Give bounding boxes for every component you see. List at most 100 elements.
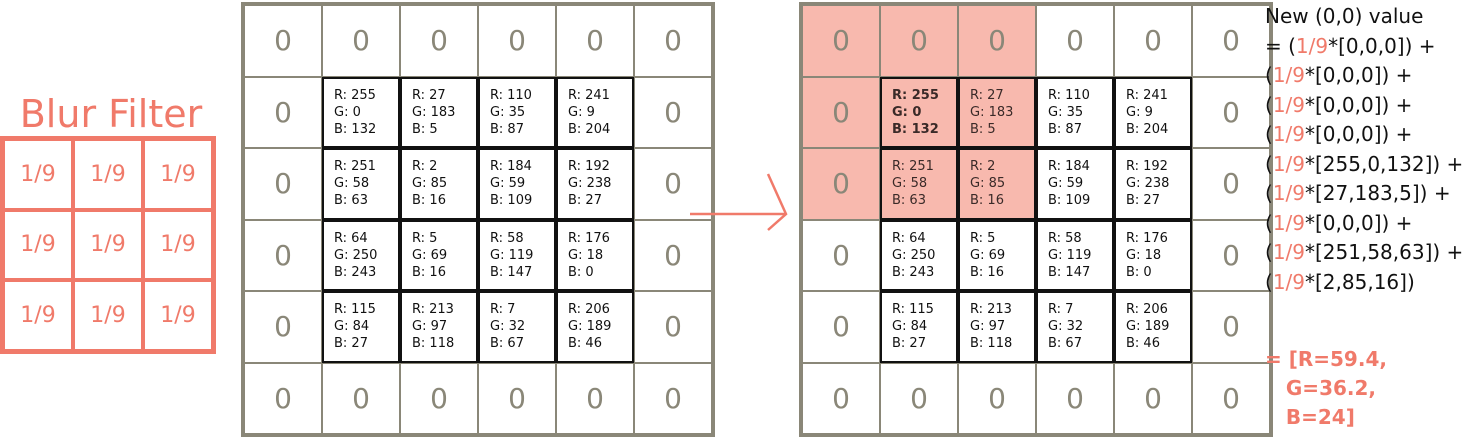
pixel-g-value: G: 18 — [568, 247, 604, 263]
formula-line-term: *[251,58,63]) + — [1305, 240, 1464, 264]
pixel-values: R: 27 G: 183 B: 5 — [412, 87, 455, 138]
pixel-values: R: 64 G: 250 B: 243 — [334, 230, 377, 281]
pixel-g-value: G: 250 — [334, 247, 378, 263]
formula-line: (1/9*[251,58,63]) + — [1265, 238, 1463, 268]
formula-weight: 1/9 — [1272, 210, 1305, 235]
pixel-b-value: B: 46 — [1126, 336, 1160, 351]
pixel-r-value: R: 206 — [568, 302, 610, 317]
pixel-cell: R: 110 G: 35 B: 87 — [1036, 76, 1114, 148]
formula-line-prefix: ( — [1265, 63, 1273, 87]
formula-line-prefix: ( — [1265, 181, 1273, 205]
pixel-values: R: 2 G: 85 B: 16 — [412, 158, 447, 209]
pixel-cell: R: 251 G: 58 B: 63 — [880, 148, 958, 220]
padding-cell: 0 — [958, 5, 1036, 77]
formula-line-term: *[0,0,0]) + — [1305, 122, 1413, 146]
formula-line: (1/9*[255,0,132]) + — [1265, 150, 1463, 180]
pixel-r-value: R: 206 — [1126, 302, 1168, 317]
formula-line-prefix: ( — [1265, 151, 1273, 176]
pixel-g-value: G: 69 — [412, 247, 448, 263]
pixel-b-value: B: 16 — [970, 193, 1004, 208]
blur-filter-kernel: 1/9 1/9 1/9 1/9 1/9 1/9 1/9 1/9 1/9 — [0, 136, 216, 354]
pixel-b-value: B: 63 — [334, 193, 368, 208]
pixel-b-value: B: 109 — [1048, 193, 1091, 208]
pixel-cell: R: 206 G: 189 B: 46 — [1114, 291, 1192, 363]
padding-cell: 0 — [802, 362, 880, 434]
pixel-b-value: B: 87 — [1048, 121, 1082, 137]
result-line: = [R=59.4, — [1265, 347, 1387, 371]
filter-cell: 1/9 — [73, 209, 143, 281]
pixel-b-value: B: 87 — [490, 121, 524, 137]
pixel-b-value: B: 109 — [490, 193, 533, 208]
pixel-g-value: G: 183 — [412, 104, 456, 120]
pixel-cell: R: 255 G: 0 B: 132 — [322, 76, 400, 148]
pixel-b-value: B: 147 — [1048, 264, 1091, 280]
padding-cell: 0 — [1192, 5, 1270, 77]
formula-line: = (1/9*[0,0,0]) + — [1265, 32, 1463, 62]
pixel-b-value: B: 27 — [1126, 193, 1160, 208]
padding-cell: 0 — [634, 5, 712, 77]
pixel-values: R: 192 G: 238 B: 27 — [568, 158, 611, 209]
pixel-b-value: B: 118 — [970, 336, 1013, 351]
pixel-cell: R: 241 G: 9 B: 204 — [556, 76, 634, 148]
arrow-right-icon — [690, 173, 788, 231]
padding-cell: 0 — [322, 362, 400, 434]
formula-weight: 1/9 — [1295, 33, 1329, 58]
pixel-b-value: B: 147 — [490, 264, 533, 280]
padding-cell: 0 — [244, 76, 322, 148]
pixel-values: R: 206 G: 189 B: 46 — [1126, 301, 1169, 352]
filter-cell: 1/9 — [3, 209, 73, 281]
pixel-values: R: 27 G: 183 B: 5 — [970, 87, 1013, 138]
formula-line-prefix: ( — [1265, 122, 1273, 146]
pixel-b-value: B: 132 — [334, 121, 377, 137]
pixel-g-value: G: 97 — [412, 319, 448, 334]
formula-line: (1/9*[27,183,5]) + — [1265, 179, 1463, 209]
pixel-b-value: B: 118 — [412, 336, 455, 351]
pixel-g-value: G: 69 — [970, 247, 1006, 263]
pixel-r-value: R: 176 — [568, 230, 610, 246]
padding-cell: 0 — [802, 76, 880, 148]
pixel-b-value: B: 16 — [970, 264, 1004, 280]
formula-line-prefix: = ( — [1265, 33, 1296, 58]
pixel-values: R: 115 G: 84 B: 27 — [892, 301, 934, 352]
pixel-cell: R: 176 G: 18 B: 0 — [1114, 219, 1192, 291]
pixel-values: R: 213 G: 97 B: 118 — [970, 301, 1012, 352]
pixel-g-value: G: 35 — [1048, 104, 1084, 120]
pixel-values: R: 64 G: 250 B: 243 — [892, 230, 935, 281]
pixel-b-value: B: 63 — [892, 193, 926, 208]
pixel-values: R: 184 G: 59 B: 109 — [1048, 158, 1090, 209]
padding-cell: 0 — [1036, 5, 1114, 77]
pixel-values: R: 206 G: 189 B: 46 — [568, 301, 611, 352]
pixel-r-value: R: 7 — [1048, 302, 1074, 317]
pixel-r-value: R: 192 — [1126, 159, 1168, 174]
pixel-r-value: R: 64 — [334, 230, 368, 246]
pixel-values: R: 7 G: 32 B: 67 — [1048, 301, 1083, 352]
result-line: G=36.2, — [1265, 376, 1377, 400]
pixel-cell: R: 251 G: 58 B: 63 — [322, 148, 400, 220]
pixel-cell: R: 58 G: 119 B: 147 — [478, 219, 556, 291]
filter-cell: 1/9 — [73, 139, 143, 210]
padding-cell: 0 — [1192, 148, 1270, 220]
pixel-g-value: G: 59 — [490, 176, 526, 191]
pixel-r-value: R: 251 — [334, 159, 376, 174]
pixel-b-value: B: 5 — [970, 121, 996, 137]
pixel-b-value: B: 16 — [412, 193, 446, 208]
pixel-g-value: G: 84 — [334, 319, 370, 334]
pixel-g-value: G: 58 — [334, 176, 370, 191]
blur-filter-title: Blur Filter — [19, 92, 203, 136]
formula-weight: 1/9 — [1272, 151, 1305, 176]
pixel-values: R: 255 G: 0 B: 132 — [892, 87, 939, 138]
formula-result: = [R=59.4, G=36.2, B=24] — [1265, 345, 1387, 432]
filter-cell: 1/9 — [143, 209, 213, 281]
formula-line-term: *[0,0,0]) + — [1305, 92, 1413, 117]
pixel-cell: R: 64 G: 250 B: 243 — [322, 219, 400, 291]
pixel-r-value: R: 110 — [490, 87, 532, 103]
padding-cell: 0 — [400, 362, 478, 434]
pixel-b-value: B: 67 — [490, 336, 524, 351]
padding-cell: 0 — [958, 362, 1036, 434]
pixel-b-value: B: 27 — [568, 193, 602, 208]
pixel-cell: R: 213 G: 97 B: 118 — [958, 291, 1036, 363]
formula-heading: New (0,0) value — [1265, 4, 1424, 28]
padding-cell: 0 — [244, 362, 322, 434]
padding-cell: 0 — [478, 362, 556, 434]
formula-line-prefix: ( — [1265, 269, 1273, 294]
